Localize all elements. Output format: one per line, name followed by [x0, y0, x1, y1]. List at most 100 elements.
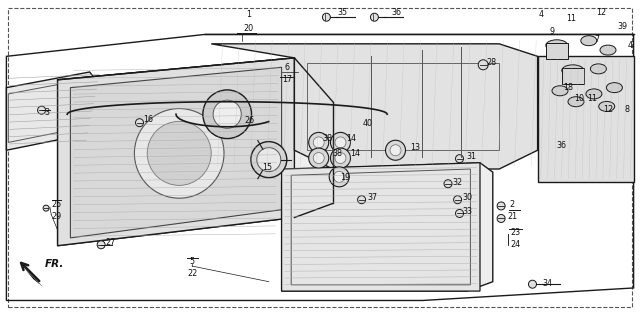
- Text: 15: 15: [262, 163, 273, 172]
- Polygon shape: [15, 257, 44, 287]
- Circle shape: [330, 132, 351, 152]
- Circle shape: [497, 202, 505, 210]
- Text: 2: 2: [509, 200, 515, 208]
- Circle shape: [385, 140, 406, 160]
- Circle shape: [454, 196, 461, 204]
- Text: 22: 22: [187, 269, 197, 278]
- Text: 32: 32: [452, 178, 463, 187]
- Text: 16: 16: [143, 115, 154, 124]
- Text: 9: 9: [549, 27, 554, 36]
- Circle shape: [323, 13, 330, 21]
- Text: 26: 26: [244, 116, 255, 125]
- Polygon shape: [6, 72, 102, 150]
- Polygon shape: [70, 67, 282, 238]
- Circle shape: [203, 90, 252, 139]
- Circle shape: [136, 119, 143, 127]
- Text: 34: 34: [542, 279, 552, 288]
- Text: 33: 33: [462, 207, 472, 216]
- Circle shape: [444, 180, 452, 188]
- Ellipse shape: [581, 36, 597, 46]
- Circle shape: [335, 152, 346, 164]
- Circle shape: [529, 280, 536, 288]
- Circle shape: [308, 148, 329, 168]
- Polygon shape: [282, 163, 493, 291]
- Text: 12: 12: [603, 105, 613, 114]
- Circle shape: [213, 100, 241, 128]
- Polygon shape: [58, 58, 294, 246]
- Circle shape: [358, 196, 365, 204]
- Text: 30: 30: [462, 193, 472, 202]
- Polygon shape: [282, 163, 480, 291]
- Circle shape: [97, 241, 105, 249]
- Text: 27: 27: [106, 238, 116, 247]
- Text: 28: 28: [486, 58, 497, 67]
- Text: FR.: FR.: [45, 259, 65, 269]
- Circle shape: [308, 132, 329, 152]
- Text: 5: 5: [189, 257, 195, 266]
- Ellipse shape: [591, 64, 607, 74]
- Circle shape: [335, 137, 346, 148]
- Circle shape: [371, 13, 378, 21]
- Text: 19: 19: [340, 173, 351, 182]
- Circle shape: [43, 205, 49, 211]
- Bar: [546, 43, 568, 59]
- Circle shape: [390, 145, 401, 156]
- Polygon shape: [211, 44, 538, 169]
- Text: 37: 37: [367, 193, 378, 202]
- Ellipse shape: [546, 40, 568, 51]
- Circle shape: [257, 148, 281, 172]
- Text: 4: 4: [538, 10, 543, 18]
- Circle shape: [134, 109, 224, 198]
- Text: 14: 14: [350, 149, 360, 158]
- Text: 25: 25: [51, 200, 61, 208]
- Ellipse shape: [599, 101, 615, 111]
- Text: 4: 4: [628, 41, 633, 50]
- Text: 36: 36: [392, 8, 402, 17]
- Text: 21: 21: [507, 212, 517, 221]
- Text: 35: 35: [337, 8, 348, 17]
- Circle shape: [251, 141, 287, 178]
- Circle shape: [497, 214, 505, 223]
- Circle shape: [456, 209, 463, 218]
- Text: 14: 14: [346, 134, 356, 143]
- Text: 11: 11: [566, 14, 576, 23]
- Circle shape: [333, 171, 345, 182]
- Text: 40: 40: [363, 119, 373, 128]
- Text: 17: 17: [282, 75, 292, 84]
- Text: 3: 3: [44, 108, 49, 117]
- Text: 12: 12: [596, 8, 607, 17]
- Bar: [562, 68, 584, 85]
- Text: 6: 6: [284, 63, 289, 72]
- Polygon shape: [58, 58, 333, 246]
- Text: 8: 8: [625, 105, 630, 114]
- Circle shape: [330, 148, 351, 168]
- Circle shape: [478, 60, 488, 70]
- Circle shape: [329, 167, 349, 187]
- Circle shape: [313, 152, 324, 164]
- Ellipse shape: [552, 86, 568, 96]
- Text: 13: 13: [410, 143, 420, 151]
- Circle shape: [313, 137, 324, 148]
- Ellipse shape: [568, 97, 584, 107]
- Text: 20: 20: [243, 24, 253, 33]
- Circle shape: [147, 121, 211, 185]
- Ellipse shape: [600, 45, 616, 55]
- Text: 11: 11: [587, 94, 597, 103]
- Text: 10: 10: [574, 94, 584, 103]
- Ellipse shape: [586, 89, 602, 99]
- Text: 39: 39: [617, 22, 627, 31]
- Text: 23: 23: [510, 228, 520, 237]
- Text: 18: 18: [563, 83, 573, 92]
- Text: 7: 7: [595, 35, 600, 44]
- Text: 29: 29: [51, 212, 61, 221]
- Text: 1: 1: [246, 10, 251, 18]
- Text: 36: 36: [557, 141, 567, 150]
- Text: 38: 38: [333, 149, 343, 158]
- Circle shape: [456, 155, 463, 163]
- Polygon shape: [538, 56, 634, 182]
- Circle shape: [38, 106, 45, 114]
- Text: 38: 38: [323, 134, 333, 143]
- Text: 31: 31: [466, 152, 476, 161]
- Ellipse shape: [607, 83, 623, 93]
- Text: 24: 24: [510, 240, 520, 249]
